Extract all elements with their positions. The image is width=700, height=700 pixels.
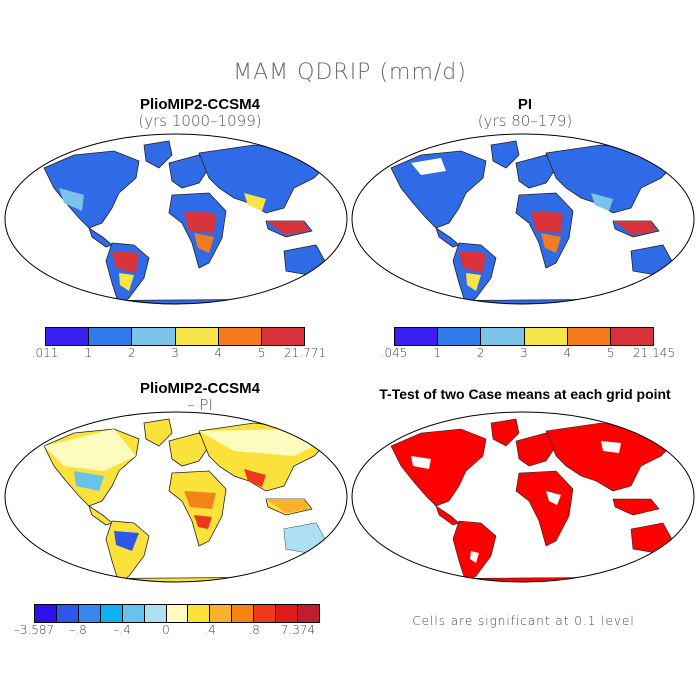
panel-title-top-left: PlioMIP2-CCSM4 [139, 96, 260, 113]
colorbar-label: 2 [476, 346, 485, 360]
colorbar-swatch [395, 328, 439, 345]
colorbar-swatch [276, 605, 299, 622]
colorbar-top-left-labels: .011 1 2 3 4 5 21.771 [32, 346, 326, 362]
panel-subtitle-top-left: (yrs 1000–1099) [138, 112, 262, 130]
colorbar-swatch [78, 605, 101, 622]
map-top-right-fill [380, 140, 677, 304]
colorbar-label: 4 [214, 346, 223, 360]
colorbar-swatch [524, 328, 568, 345]
colorbar-label: .8 [248, 623, 260, 637]
colorbar-bottom-left [34, 604, 320, 623]
map-top-left [4, 133, 348, 305]
colorbar-swatch [100, 605, 123, 622]
colorbar-swatch [210, 605, 233, 622]
colorbar-swatch [89, 328, 133, 345]
map-bottom-left-fill [33, 418, 330, 582]
colorbar-label: –.4 [113, 623, 131, 637]
colorbar-label: 3 [171, 346, 179, 360]
colorbar-swatch [132, 328, 176, 345]
colorbar-swatch [254, 605, 277, 622]
colorbar-label: .4 [204, 623, 216, 637]
colorbar-swatch [56, 605, 79, 622]
colorbar-label: 5 [606, 346, 615, 360]
map-bottom-right-fill [380, 418, 677, 582]
colorbar-swatch [46, 328, 90, 345]
colorbar-swatch [144, 605, 167, 622]
significance-note: Cells are significant at 0.1 level [412, 614, 635, 628]
panel-title-top-right: PI [517, 96, 533, 113]
panel-title-bottom-left: PlioMIP2-CCSM4 [139, 380, 260, 397]
panel-subtitle-bottom-left: – PI [187, 396, 213, 414]
colorbar-label: 4 [563, 346, 572, 360]
colorbar-swatch [35, 605, 57, 622]
colorbar-top-left [45, 327, 305, 346]
colorbar-label: –.8 [69, 623, 87, 637]
colorbar-swatch [188, 605, 211, 622]
colorbar-top-right-labels: .045 1 2 3 4 5 21.145 [381, 346, 675, 362]
colorbar-swatch [481, 328, 525, 345]
colorbar-swatch [175, 328, 219, 345]
figure-title: MAM QDRIP (mm/d) [233, 60, 467, 85]
map-bottom-left [4, 411, 348, 583]
colorbar-label: –3.587 [13, 623, 55, 637]
colorbar-label: 2 [127, 346, 136, 360]
colorbar-bottom-left-labels: –3.587 –.8 –.4 0 .4 .8 7.374 [14, 623, 320, 639]
colorbar-swatch [218, 328, 262, 345]
map-bottom-right [351, 411, 695, 583]
colorbar-swatch [610, 328, 654, 345]
colorbar-label: 5 [257, 346, 266, 360]
panel-title-bottom-right: T-Test of two Case means at each grid po… [379, 386, 671, 402]
colorbar-swatch [122, 605, 145, 622]
colorbar-top-right [394, 327, 654, 346]
colorbar-label: 1 [84, 346, 93, 360]
panel-subtitle-top-right: (yrs 80–179) [477, 112, 573, 130]
colorbar-swatch [166, 605, 189, 622]
colorbar-label: .045 [380, 346, 408, 360]
colorbar-label: 21.145 [633, 346, 675, 360]
colorbar-label: .011 [31, 346, 59, 360]
colorbar-swatch [261, 328, 305, 345]
colorbar-swatch [567, 328, 611, 345]
colorbar-label: 3 [520, 346, 528, 360]
colorbar-label: 1 [433, 346, 442, 360]
colorbar-label: 21.771 [284, 346, 326, 360]
colorbar-swatch [232, 605, 255, 622]
colorbar-swatch [438, 328, 482, 345]
colorbar-label: 7.374 [280, 623, 316, 637]
map-top-right [351, 133, 695, 305]
colorbar-swatch [298, 605, 319, 622]
colorbar-label: 0 [162, 623, 170, 637]
map-top-left-fill [33, 140, 330, 304]
